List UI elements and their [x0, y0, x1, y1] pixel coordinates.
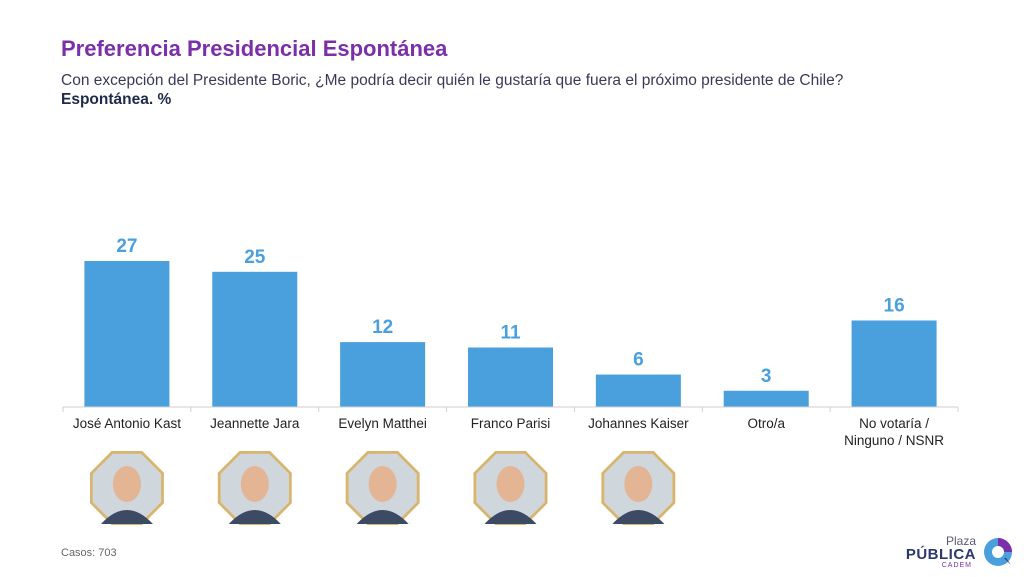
value-label-2: 12 — [372, 317, 393, 338]
plaza-publica-logo-icon — [984, 538, 1012, 566]
cases-note: Casos: 703 — [61, 547, 117, 559]
category-label-4: Johannes Kaiser — [588, 416, 689, 431]
candidate-photo-icon — [217, 451, 292, 525]
category-label-1: Jeannette Jara — [210, 416, 300, 431]
logo-line-2: PÚBLICA — [905, 546, 976, 563]
value-label-4: 6 — [633, 350, 644, 371]
bar-1 — [212, 271, 298, 407]
category-label-6: Ninguno / NSNR — [844, 433, 944, 448]
category-label-5: Otro/a — [747, 416, 785, 431]
candidate-photo-icon — [345, 451, 420, 525]
bar-4 — [595, 374, 681, 407]
candidate-photo-icon — [473, 451, 548, 525]
logo-line-3: CADEM — [941, 562, 972, 569]
page-title: Preferencia Presidencial Espontánea — [61, 36, 448, 61]
value-label-3: 11 — [500, 323, 521, 344]
candidate-photo-icon — [90, 451, 164, 525]
value-label-0: 27 — [116, 236, 137, 257]
category-label-6: No votaría / — [859, 416, 929, 431]
unit-label: Espontánea. % — [61, 91, 172, 108]
bar-6 — [851, 320, 937, 407]
category-label-0: José Antonio Kast — [73, 416, 181, 431]
value-label-5: 3 — [761, 366, 772, 387]
question-subtitle: Con excepción del Presidente Boric, ¿Me … — [61, 72, 844, 89]
category-label-2: Evelyn Matthei — [338, 416, 427, 431]
bar-3 — [468, 347, 553, 407]
value-label-6: 16 — [884, 295, 905, 316]
bar-2 — [340, 342, 426, 407]
category-label-3: Franco Parisi — [471, 416, 551, 431]
bar-0 — [84, 261, 170, 407]
logo-line-1: Plaza — [945, 534, 976, 548]
plaza-publica-logo: Plaza PÚBLICA CADEM — [906, 534, 1016, 570]
bar-5 — [723, 390, 809, 407]
value-label-1: 25 — [244, 247, 266, 268]
candidate-photo-icon — [601, 451, 676, 525]
